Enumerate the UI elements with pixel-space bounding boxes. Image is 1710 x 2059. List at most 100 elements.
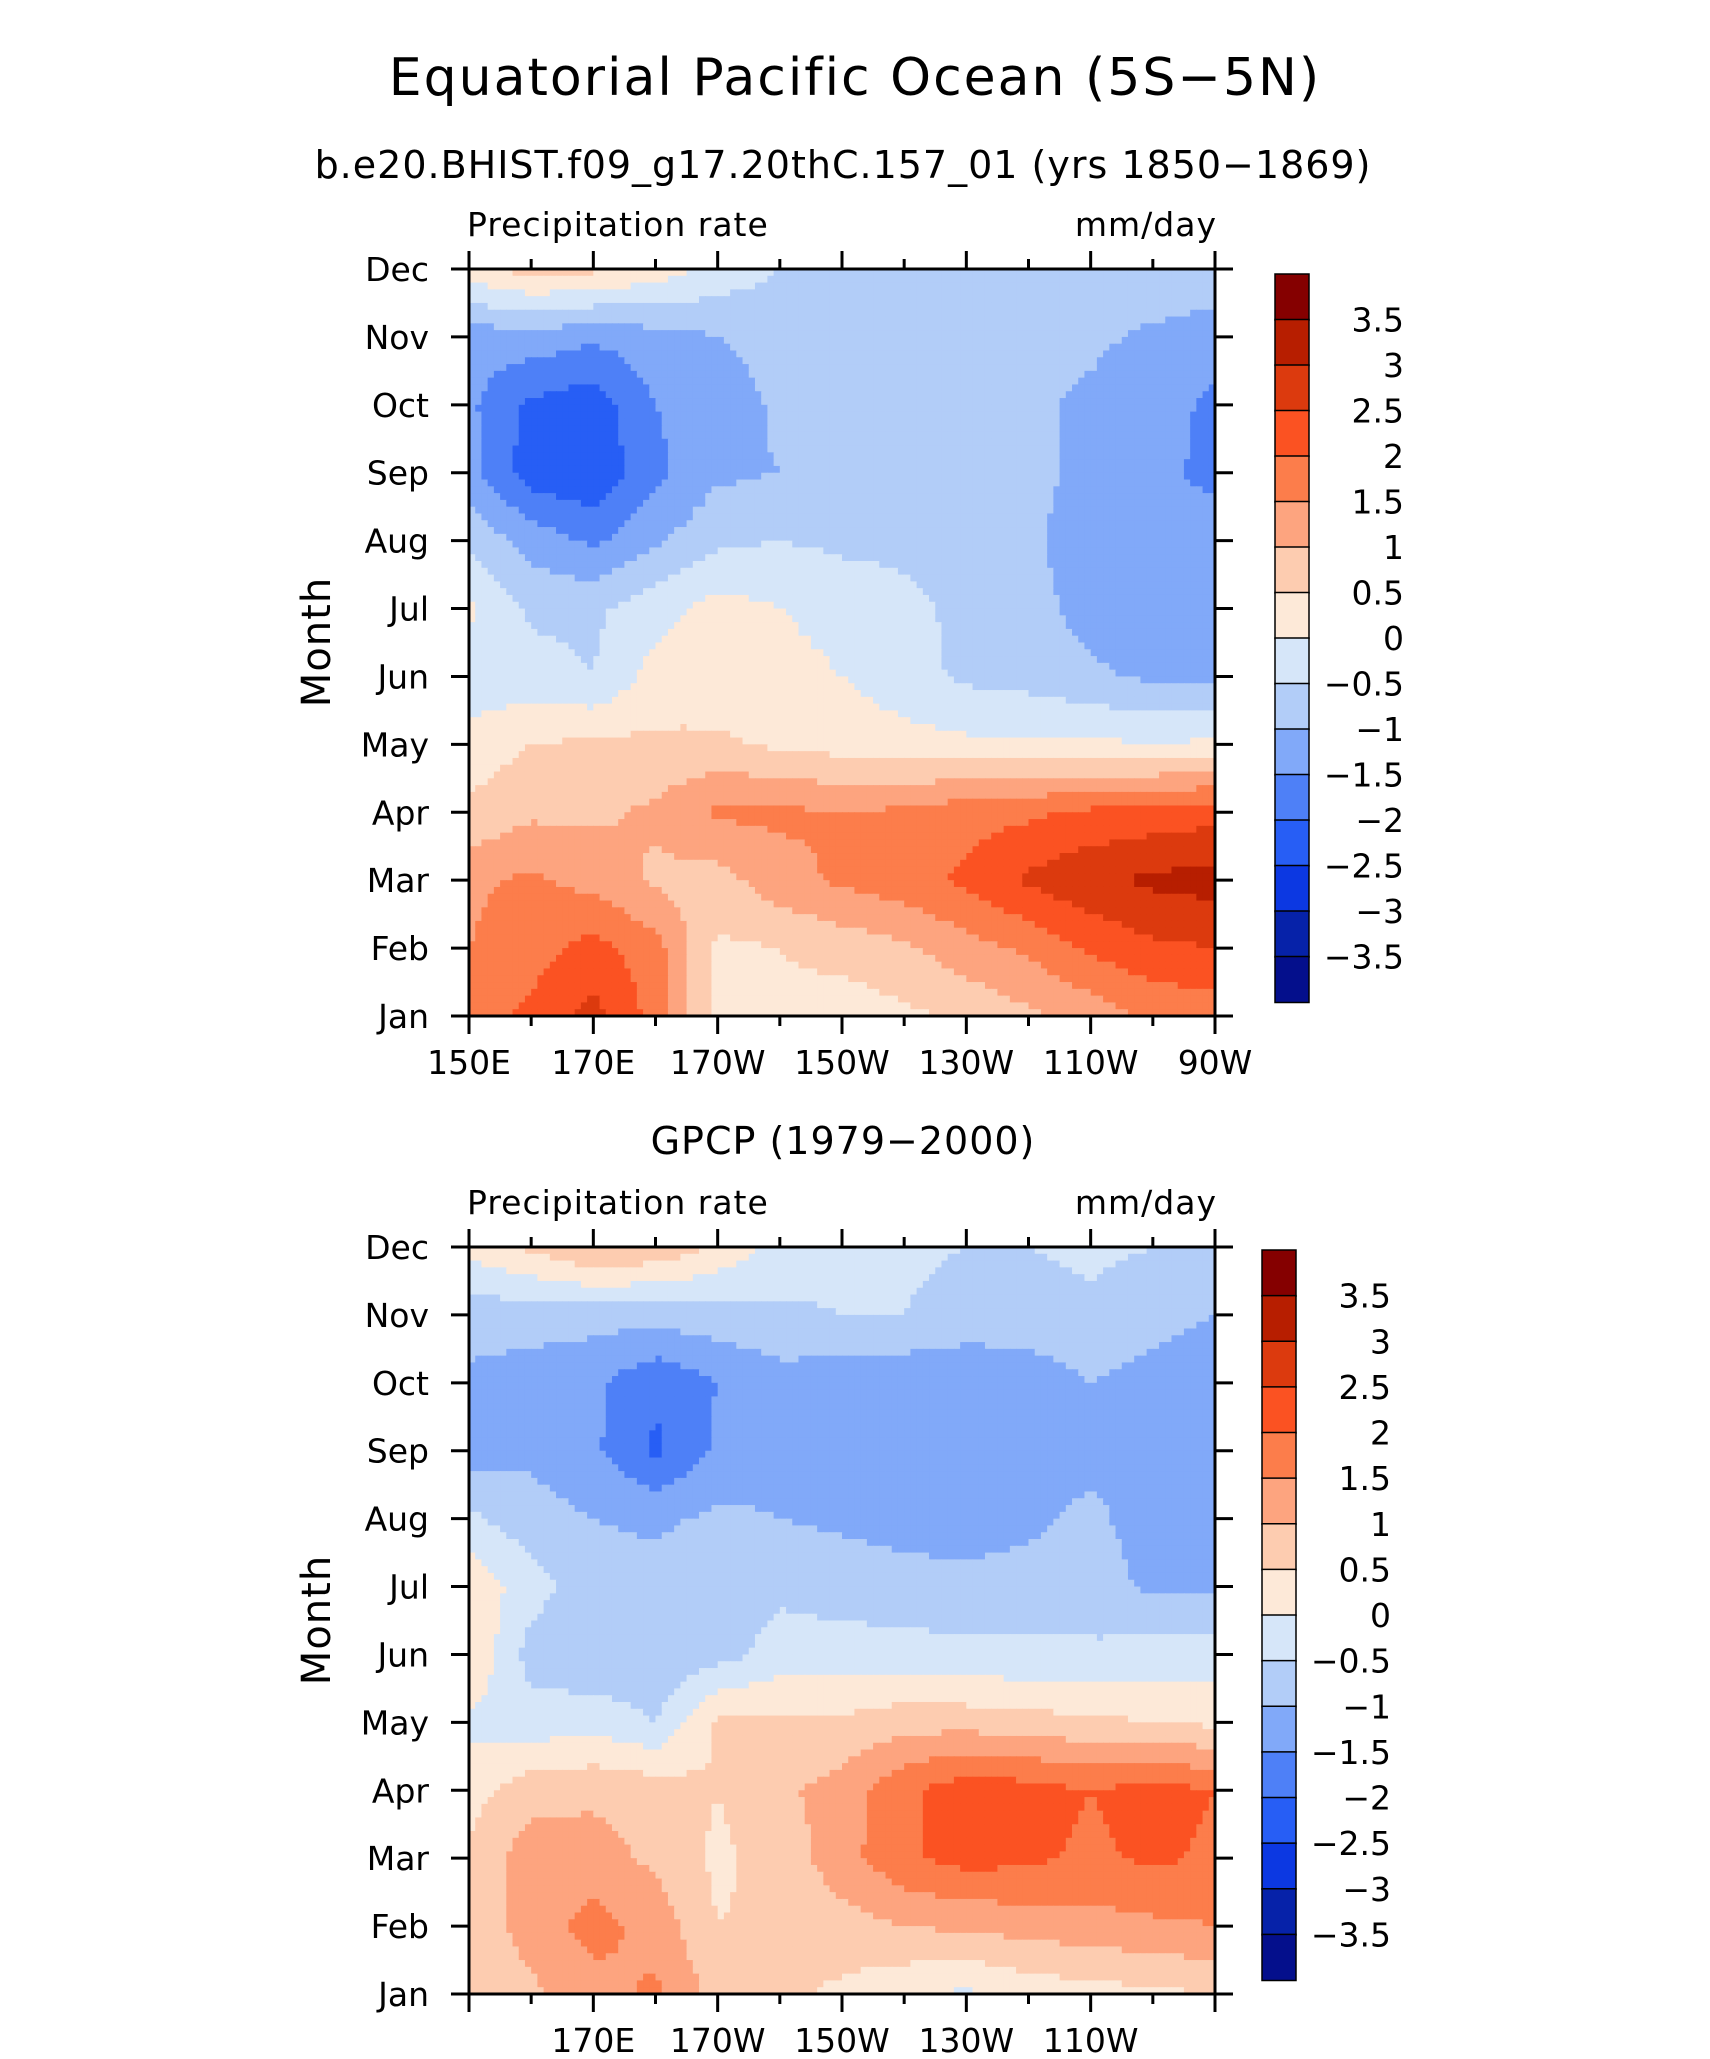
heatmap-cell xyxy=(1140,438,1148,447)
heatmap-cell xyxy=(1003,493,1011,501)
heatmap-cell xyxy=(922,411,930,419)
heatmap-cell xyxy=(767,479,775,487)
heatmap-cell xyxy=(897,316,905,324)
heatmap-cell xyxy=(1090,520,1098,528)
heatmap-cell xyxy=(1208,506,1215,515)
heatmap-cell xyxy=(910,431,918,440)
heatmap-cell xyxy=(667,391,675,399)
heatmap-cell xyxy=(500,391,507,399)
heatmap-cell xyxy=(860,506,868,515)
heatmap-cell xyxy=(1146,520,1154,528)
heatmap-cell xyxy=(605,425,613,433)
heatmap-cell xyxy=(1028,282,1036,290)
heatmap-cell xyxy=(1016,493,1023,501)
heatmap-cell xyxy=(1047,282,1054,290)
heatmap-cell xyxy=(848,418,856,426)
heatmap-cell xyxy=(655,289,663,297)
heatmap-cell xyxy=(562,547,570,555)
heatmap-cell xyxy=(636,493,644,501)
heatmap-cell xyxy=(835,452,843,460)
heatmap-cell xyxy=(1152,520,1160,528)
heatmap-cell xyxy=(624,533,632,542)
heatmap-cell xyxy=(524,506,532,515)
heatmap-cell xyxy=(941,289,949,297)
heatmap-cell xyxy=(512,309,520,318)
heatmap-cell xyxy=(711,411,719,419)
heatmap-cell xyxy=(848,452,856,460)
heatmap-cell xyxy=(543,533,551,542)
heatmap-cell xyxy=(1121,370,1129,379)
heatmap-cell xyxy=(953,391,961,399)
heatmap-cell xyxy=(1103,445,1110,453)
heatmap-cell xyxy=(1059,269,1067,277)
heatmap-cell xyxy=(1109,452,1117,460)
heatmap-cell xyxy=(1127,391,1135,399)
heatmap-cell xyxy=(1053,533,1061,542)
heatmap-cell xyxy=(742,398,750,406)
heatmap-cell xyxy=(742,513,750,521)
heatmap-cell xyxy=(904,350,911,358)
heatmap-cell xyxy=(469,370,476,379)
heatmap-cell xyxy=(556,438,563,447)
heatmap-cell xyxy=(624,431,632,440)
heatmap-cell xyxy=(1190,438,1197,447)
heatmap-cell xyxy=(556,404,563,413)
heatmap-cell xyxy=(636,411,644,419)
heatmap-cell xyxy=(643,404,650,413)
heatmap-cell xyxy=(916,540,924,549)
heatmap-cell xyxy=(960,465,967,474)
heatmap-cell xyxy=(966,384,974,392)
heatmap-cell xyxy=(1009,533,1017,542)
heatmap-cell xyxy=(767,275,775,284)
heatmap-cell xyxy=(593,404,601,413)
heatmap-cell xyxy=(1084,377,1092,386)
heatmap-cell xyxy=(549,269,557,277)
heatmap-cell xyxy=(854,282,862,290)
heatmap-cell xyxy=(935,540,943,549)
heatmap-cell xyxy=(1084,323,1092,331)
heatmap-cell xyxy=(1053,343,1061,352)
heatmap-cell xyxy=(705,323,713,331)
heatmap-cell xyxy=(829,377,837,386)
heatmap-cell xyxy=(991,398,999,406)
heatmap-cell xyxy=(599,547,607,555)
heatmap-cell xyxy=(1134,289,1141,297)
heatmap-cell xyxy=(1152,384,1160,392)
heatmap-cell xyxy=(1177,316,1185,324)
heatmap-cell xyxy=(717,520,725,528)
heatmap-cell xyxy=(574,452,582,460)
heatmap-cell xyxy=(643,289,650,297)
heatmap-cell xyxy=(1177,438,1185,447)
heatmap-cell xyxy=(1009,302,1017,311)
heatmap-cell xyxy=(1022,425,1030,433)
heatmap-cell xyxy=(531,391,538,399)
heatmap-cell xyxy=(655,343,663,352)
heatmap-cell xyxy=(1103,540,1110,549)
heatmap-cell xyxy=(1190,493,1197,501)
heatmap-cell xyxy=(699,506,706,515)
heatmap-cell xyxy=(1121,472,1129,481)
heatmap-cell xyxy=(929,513,936,521)
heatmap-cell xyxy=(1127,296,1135,304)
heatmap-cell xyxy=(587,398,594,406)
heatmap-cell xyxy=(767,391,775,399)
heatmap-cell xyxy=(1152,465,1160,474)
heatmap-cell xyxy=(556,465,563,474)
heatmap-cell xyxy=(587,506,594,515)
heatmap-cell xyxy=(1072,330,1079,338)
heatmap-cell xyxy=(512,316,520,324)
heatmap-cell xyxy=(891,540,899,549)
heatmap-cell xyxy=(1047,309,1054,318)
heatmap-cell xyxy=(736,316,744,324)
heatmap-cell xyxy=(475,425,483,433)
heatmap-cell xyxy=(599,472,607,481)
heatmap-cell xyxy=(674,330,681,338)
heatmap-cell xyxy=(1072,533,1079,542)
heatmap-cell xyxy=(810,499,818,508)
heatmap-cell xyxy=(674,343,681,352)
heatmap-cell xyxy=(506,425,514,433)
heatmap-cell xyxy=(1190,431,1197,440)
heatmap-cell xyxy=(1096,520,1104,528)
heatmap-cell xyxy=(1109,533,1117,542)
heatmap-cell xyxy=(953,431,961,440)
